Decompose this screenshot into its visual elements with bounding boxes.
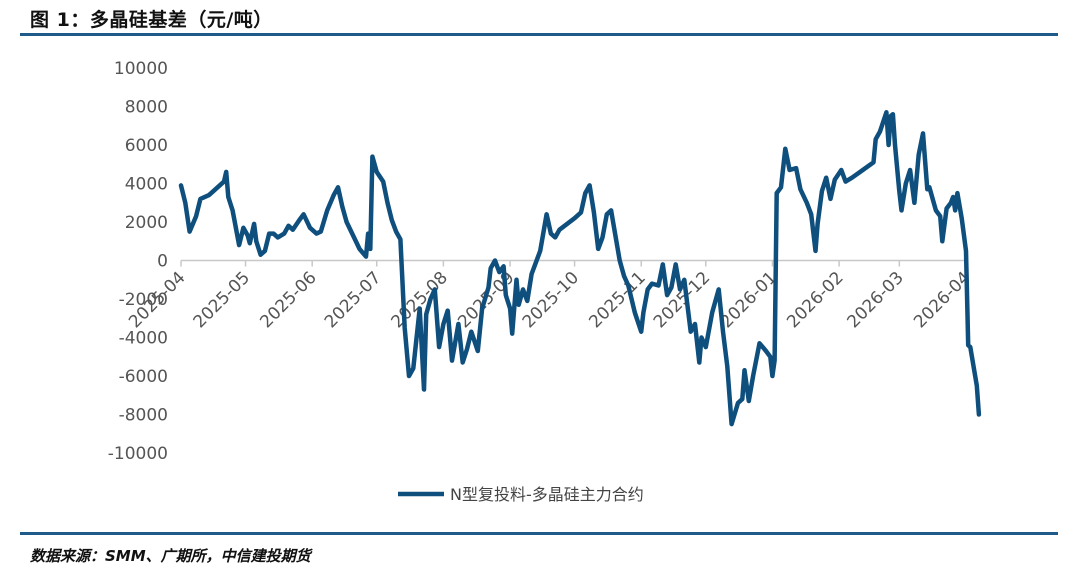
- x-tick-label: 2025-05: [190, 268, 254, 332]
- x-tick-label: 2026-02: [783, 268, 847, 332]
- x-tick-label: 2025-06: [256, 268, 320, 332]
- y-tick-label: -6000: [119, 367, 168, 387]
- bottom-rule: [20, 532, 1058, 535]
- y-tick-label: 4000: [125, 175, 168, 195]
- y-tick-label: 2000: [125, 213, 168, 233]
- top-rule: [20, 33, 1058, 36]
- x-tick-label: 2026-03: [843, 268, 907, 332]
- y-tick-label: 10000: [114, 59, 168, 79]
- legend-label: N型复投料-多晶硅主力合约: [450, 485, 644, 504]
- y-tick-label: 8000: [125, 98, 168, 118]
- x-axis-ticks: 2025-04 2025-05 2025-06 2025-07 2025-08 2025-…: [125, 268, 974, 332]
- series-line: [178, 110, 982, 427]
- source-note: 数据来源：SMM、广期所，中信建投期货: [30, 547, 311, 565]
- y-tick-label: -4000: [119, 329, 168, 349]
- x-tick-label: 2025-07: [321, 268, 385, 332]
- y-tick-label: -8000: [119, 406, 168, 426]
- x-tick-label: 2026-01: [717, 268, 781, 332]
- legend: N型复投料-多晶硅主力合约: [398, 485, 644, 504]
- y-tick-label: -10000: [108, 444, 168, 464]
- y-tick-label: -2000: [119, 290, 168, 310]
- y-tick-label: 0: [157, 252, 168, 272]
- y-axis-ticks: 10000 8000 6000 4000 2000 0 -2000 -4000 -6000 -80…: [108, 59, 168, 464]
- x-axis-tick-marks: [180, 260, 967, 267]
- y-tick-label: 6000: [125, 136, 168, 156]
- chart-title: 图 1：多晶硅基差（元/吨）: [30, 9, 273, 31]
